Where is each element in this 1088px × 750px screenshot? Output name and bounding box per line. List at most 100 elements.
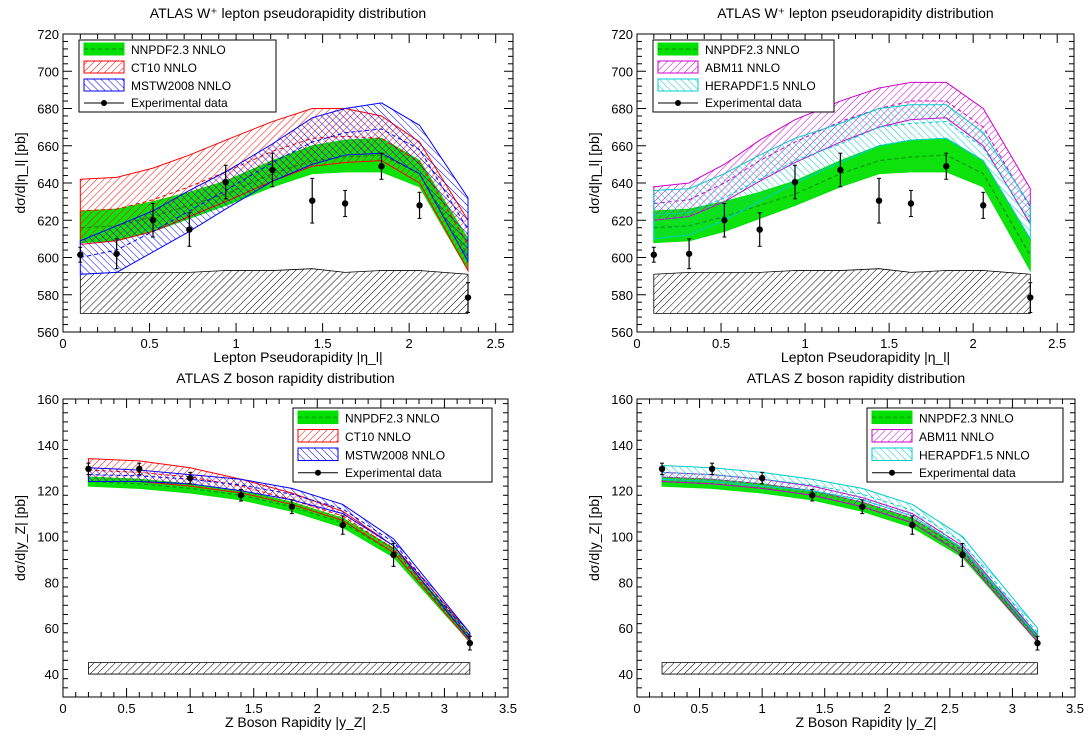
y-tick-label: 120 [611,484,633,499]
y-tick-label: 680 [611,102,633,117]
x-tick-label: 0 [59,336,66,351]
plot-area [650,81,1034,314]
plot-area [85,458,474,675]
systematic-uncertainty-band [653,268,1031,314]
data-point [85,465,92,473]
systematic-uncertainty-band [661,662,1038,675]
y-tick-label: 160 [611,392,633,407]
legend-label-series-1: NNPDF2.3 NNLO [131,43,226,57]
legend-label-data: Experimental data [705,96,802,110]
x-tick-label: 2.5 [372,701,390,716]
chart-panel-1: 0 0.5 1 1.5 2 2.5 560 580 600 620 640 660 680 700 720 A… [12,5,514,365]
legend-label-series-2: CT10 NNLO [345,430,411,444]
y-tick-label: 40 [619,667,633,682]
data-point [269,166,276,174]
y-tick-label: 660 [37,139,59,154]
plot-area [77,102,472,314]
legend-swatch-series-2 [657,60,699,74]
legend-swatch-series-2 [297,429,339,443]
x-axis-label: Z Boson Rapidity |y_Z| [795,714,936,730]
data-point [222,178,229,186]
data-point [721,217,728,224]
x-tick-label: 2 [884,701,891,716]
y-tick-label: 640 [611,176,633,191]
data-point [288,503,296,510]
x-tick-label: 0 [59,701,66,716]
chart-title: ATLAS W⁺ lepton pseudorapidity distribut… [150,5,426,21]
x-tick-label: 3 [1009,701,1016,716]
legend-data-marker [315,469,321,476]
x-tick-label: 2.5 [1048,336,1066,351]
x-tick-label: 2 [406,336,413,351]
data-point [756,226,763,233]
legend-label-series-3: HERAPDF1.5 NNLO [919,448,1030,462]
systematic-uncertainty-band [79,268,469,314]
data-point [658,465,666,473]
data-point [466,639,474,647]
data-point [875,197,883,204]
y-tick-label: 80 [619,575,633,590]
band-series-3 [653,104,1031,241]
data-point [859,503,866,510]
legend-label-data: Experimental data [345,466,442,480]
legend-swatch-series-1 [83,42,125,56]
chart-panel-4: 0 0.5 1 1.5 2 2.5 3 3.5 40 60 80 100 120 140 160 ATLAS … [586,370,1084,730]
y-tick-label: 700 [611,64,633,79]
data-point [959,551,966,559]
y-tick-label: 580 [37,288,59,303]
central-line-series-1 [88,481,471,639]
legend-label-series-2: CT10 NNLO [131,61,197,75]
legend: NNPDF2.3 NNLO ABM11 NNLO HERAPDF1.5 NNLO Ex… [652,39,835,113]
y-tick-label: 640 [37,176,59,191]
x-axis-label: Lepton Pseudorapidity |η_l| [781,349,950,365]
data-point [390,551,397,559]
legend-swatch-series-3 [83,78,125,92]
legend-label-series-1: NNPDF2.3 NNLO [345,411,440,425]
x-tick-label: 1 [801,336,808,351]
x-tick-label: 1 [232,336,239,351]
plot-area [658,462,1041,675]
y-tick-label: 140 [37,438,59,453]
legend-data-marker [675,100,681,106]
legend-label-series-3: MSTW2008 NNLO [131,79,231,93]
x-tick-label: 1 [759,701,766,716]
x-tick-label: 3 [441,701,448,716]
legend-swatch-series-1 [297,410,339,424]
legend-swatch-series-3 [297,447,339,461]
legend: NNPDF2.3 NNLO CT10 NNLO MSTW2008 NNLO Exper… [78,39,277,113]
y-tick-label: 560 [37,325,59,340]
data-point [149,217,157,224]
y-axis-label: dσ/d|y_Z| [pb] [586,495,602,581]
data-point [909,521,916,529]
y-tick-label: 120 [37,484,59,499]
data-point [650,251,658,258]
plot-frame [62,398,509,698]
legend: NNPDF2.3 NNLO CT10 NNLO MSTW2008 NNLO Exper… [292,407,493,483]
y-axis-label: dσ/d|y_Z| [pb] [12,495,28,581]
data-point [809,492,816,499]
x-tick-label: 1.5 [816,701,834,716]
systematic-uncertainty-band [88,662,471,675]
x-tick-label: 1.5 [880,336,898,351]
legend-label-data: Experimental data [131,96,228,110]
legend-label-series-2: ABM11 NNLO [705,61,780,75]
legend-label-series-2: ABM11 NNLO [919,430,994,444]
legend-swatch-series-1 [657,42,699,56]
data-point [1034,639,1041,647]
x-tick-label: 0.5 [712,336,730,351]
band-series-3 [79,102,469,275]
y-tick-label: 720 [611,27,633,42]
y-tick-label: 600 [611,251,633,266]
chart-title: ATLAS W⁺ lepton pseudorapidity distribut… [717,5,993,21]
legend-swatch-series-3 [871,447,913,461]
x-axis-label: Z Boson Rapidity |y_Z| [225,714,366,730]
x-tick-label: 0 [633,701,640,716]
y-tick-label: 140 [611,438,633,453]
y-tick-label: 680 [37,102,59,117]
y-tick-label: 660 [611,139,633,154]
x-tick-label: 0.5 [118,701,136,716]
band-series-3 [661,464,1038,639]
x-tick-label: 1 [187,701,194,716]
chart-panel-2: 0 0.5 1 1.5 2 2.5 560 580 600 620 640 660 680 700 720 A… [586,5,1075,365]
